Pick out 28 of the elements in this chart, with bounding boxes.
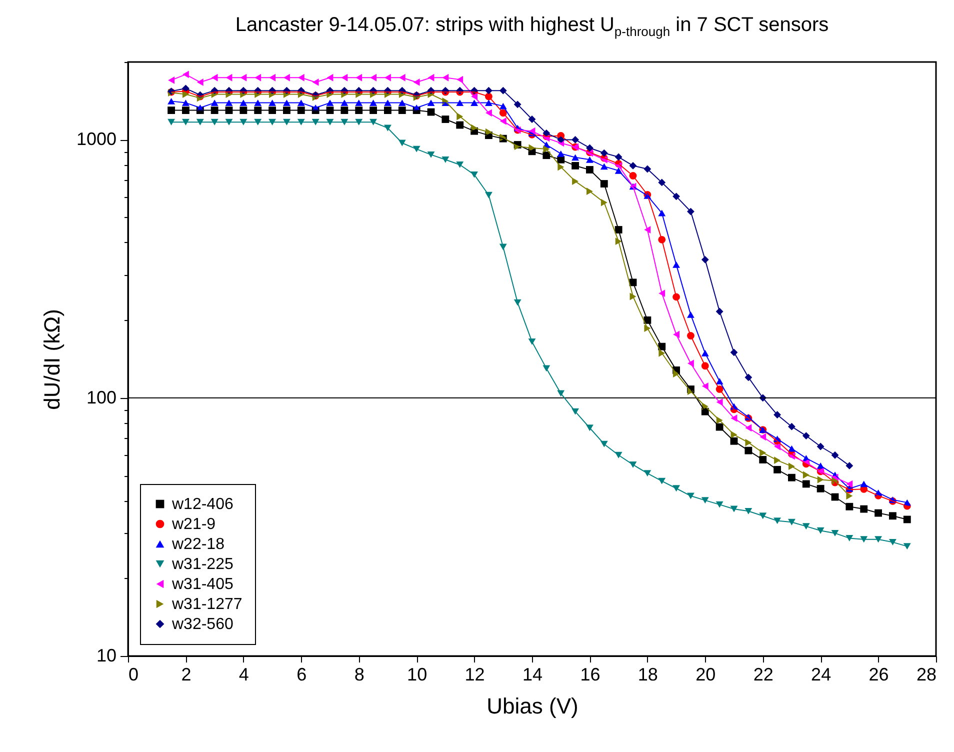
x-tick-label: 18 [638,664,658,684]
x-tick-label: 0 [128,664,139,684]
chart-title: Lancaster 9-14.05.07: strips with highest U$_{p-through}$ in 7 SCT sensors [234,14,830,39]
x-tick-label: 6 [296,664,307,684]
x-tick-label: 12 [464,664,485,684]
y-tick-label: 1000 [76,129,116,150]
x-tick-label: 4 [238,664,249,684]
legend-label: w32-560 [171,616,234,633]
legend-label: w31-1277 [171,596,242,613]
legend-label: w21-9 [171,516,216,533]
x-tick-label: 8 [354,664,364,684]
legend-label: w31-405 [171,576,234,593]
x-tick-label: 28 [916,664,936,684]
x-tick-label: 26 [868,664,889,684]
x-tick-label: 2 [181,664,192,684]
legend-label: w12-406 [171,496,234,513]
x-tick-label: 10 [407,664,428,684]
x-tick-label: 20 [696,664,716,684]
x-tick-label: 14 [522,664,543,684]
legend-label: w22-18 [171,536,225,553]
x-tick-label: 24 [811,664,832,684]
y-axis-title: dU/dI (kΩ) [39,309,64,410]
y-tick-label: 10 [96,646,116,666]
x-tick-label: 16 [580,664,600,684]
legend-label: w31-225 [171,556,234,573]
y-tick-label: 100 [86,387,116,408]
x-tick-label: 22 [753,664,774,684]
x-axis-title: Ubias (V) [486,694,578,718]
